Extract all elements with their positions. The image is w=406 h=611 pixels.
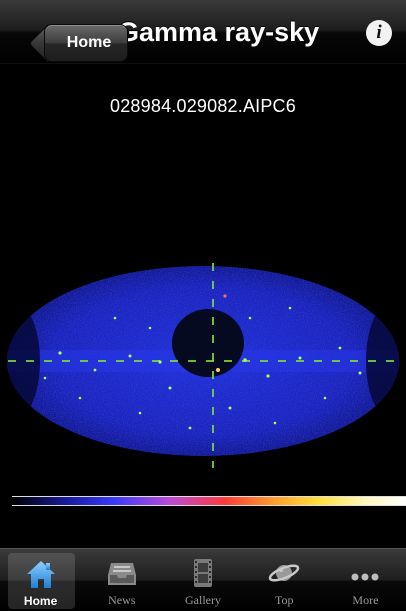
color-scale-bar [12,496,406,506]
image-code-label: 028984.029082.AIPC6 [110,96,296,116]
planet-ring-icon [268,564,300,582]
film-strip-icon [194,559,212,587]
ellipsis-icon [351,573,379,581]
tab-more[interactable]: More [325,549,406,611]
tab-gallery[interactable]: Gallery [162,549,243,611]
inbox-tray-icon [107,563,136,585]
navigation-bar: Home Gamma ray-sky i [0,0,406,64]
tab-home[interactable]: Home [0,549,81,611]
info-icon[interactable]: i [366,20,392,46]
tab-bar: Home News Gallery To [0,548,406,611]
central-dark-region [172,309,244,377]
home-icon [26,561,55,588]
home-back-button[interactable]: Home [44,24,128,62]
page-title: Gamma ray-sky [118,17,320,47]
gamma-ray-sky-map[interactable] [0,258,406,488]
tab-more-label: More [352,593,379,607]
tab-gallery-label: Gallery [185,593,221,607]
tab-news-label: News [108,593,136,607]
tab-top-label: Top [274,593,294,607]
tab-top[interactable]: Top [244,549,325,611]
tab-news[interactable]: News [81,549,162,611]
tab-home-label: Home [23,594,58,608]
